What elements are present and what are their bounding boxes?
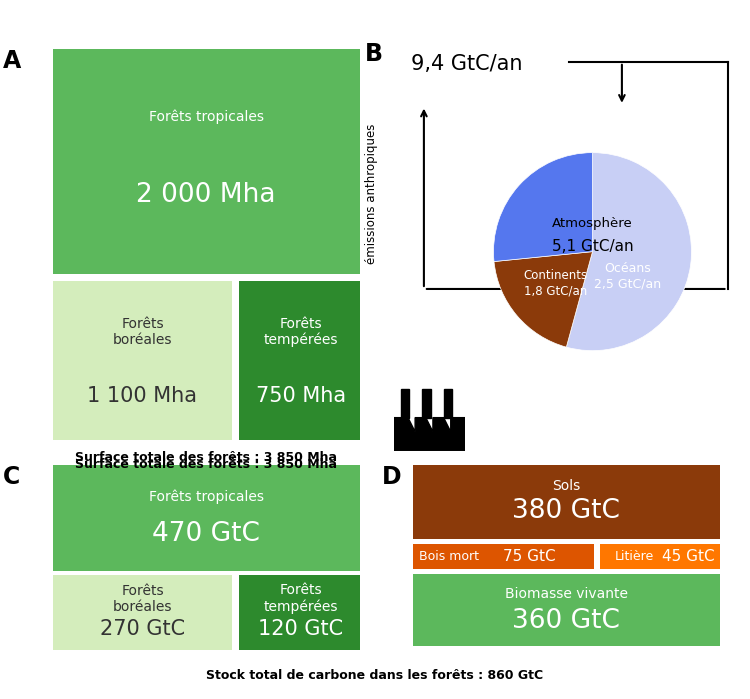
Wedge shape [494,252,592,347]
Text: Forêts tropicales: Forêts tropicales [148,489,264,504]
Text: Surface totale des forêts : 3 850 Mha: Surface totale des forêts : 3 850 Mha [75,458,338,471]
Text: Forêts
tempérées: Forêts tempérées [263,584,338,614]
Polygon shape [444,389,452,418]
Text: Continents
1,8 GtC/an: Continents 1,8 GtC/an [524,269,588,297]
Polygon shape [400,389,410,418]
Text: 380 GtC: 380 GtC [512,498,620,524]
Text: Sols: Sols [552,479,580,493]
Text: Surface totale des forêts : 3 850 Mha: Surface totale des forêts : 3 850 Mha [75,452,338,464]
Text: Biomasse vivante: Biomasse vivante [505,587,628,601]
Text: 270 GtC: 270 GtC [100,619,185,639]
Bar [53,281,232,440]
Bar [413,544,594,570]
Bar [53,49,360,274]
Text: Stock total de carbone dans les forêts : 860 GtC: Stock total de carbone dans les forêts :… [206,668,544,682]
Text: Forêts
boréales: Forêts boréales [112,317,172,347]
Text: Bois mort: Bois mort [419,550,479,563]
Bar [238,575,360,650]
Text: 2 000 Mha: 2 000 Mha [136,182,276,208]
Text: B: B [364,42,382,66]
Text: 5,1 GtC/an: 5,1 GtC/an [552,239,633,254]
Bar [53,575,232,650]
Bar [238,281,360,440]
Bar [413,574,720,647]
Wedge shape [494,152,592,261]
Text: Forêts
tempérées: Forêts tempérées [263,317,338,347]
Text: Forêts tropicales: Forêts tropicales [148,109,264,124]
Text: 9,4 GtC/an: 9,4 GtC/an [411,54,522,74]
Text: 75 GtC: 75 GtC [503,549,556,564]
Text: 360 GtC: 360 GtC [512,608,620,634]
Text: 1 100 Mha: 1 100 Mha [88,386,197,405]
Text: émissions anthropiques: émissions anthropiques [364,123,377,264]
Bar [600,544,720,570]
Text: 120 GtC: 120 GtC [258,619,344,639]
Polygon shape [422,389,430,418]
Wedge shape [566,152,692,351]
Polygon shape [394,418,465,451]
Text: Forêts
boréales: Forêts boréales [112,584,172,614]
Text: Atmosphère: Atmosphère [552,217,633,231]
Text: 45 GtC: 45 GtC [662,549,715,564]
Text: 470 GtC: 470 GtC [152,521,260,547]
Text: 750 Mha: 750 Mha [256,386,346,405]
Bar [413,465,720,539]
Text: A: A [3,49,22,73]
Text: C: C [3,465,20,489]
Text: Litière: Litière [615,550,654,563]
Text: Océans
2,5 GtC/an: Océans 2,5 GtC/an [593,262,661,290]
Bar [53,465,360,571]
Text: D: D [382,465,401,489]
